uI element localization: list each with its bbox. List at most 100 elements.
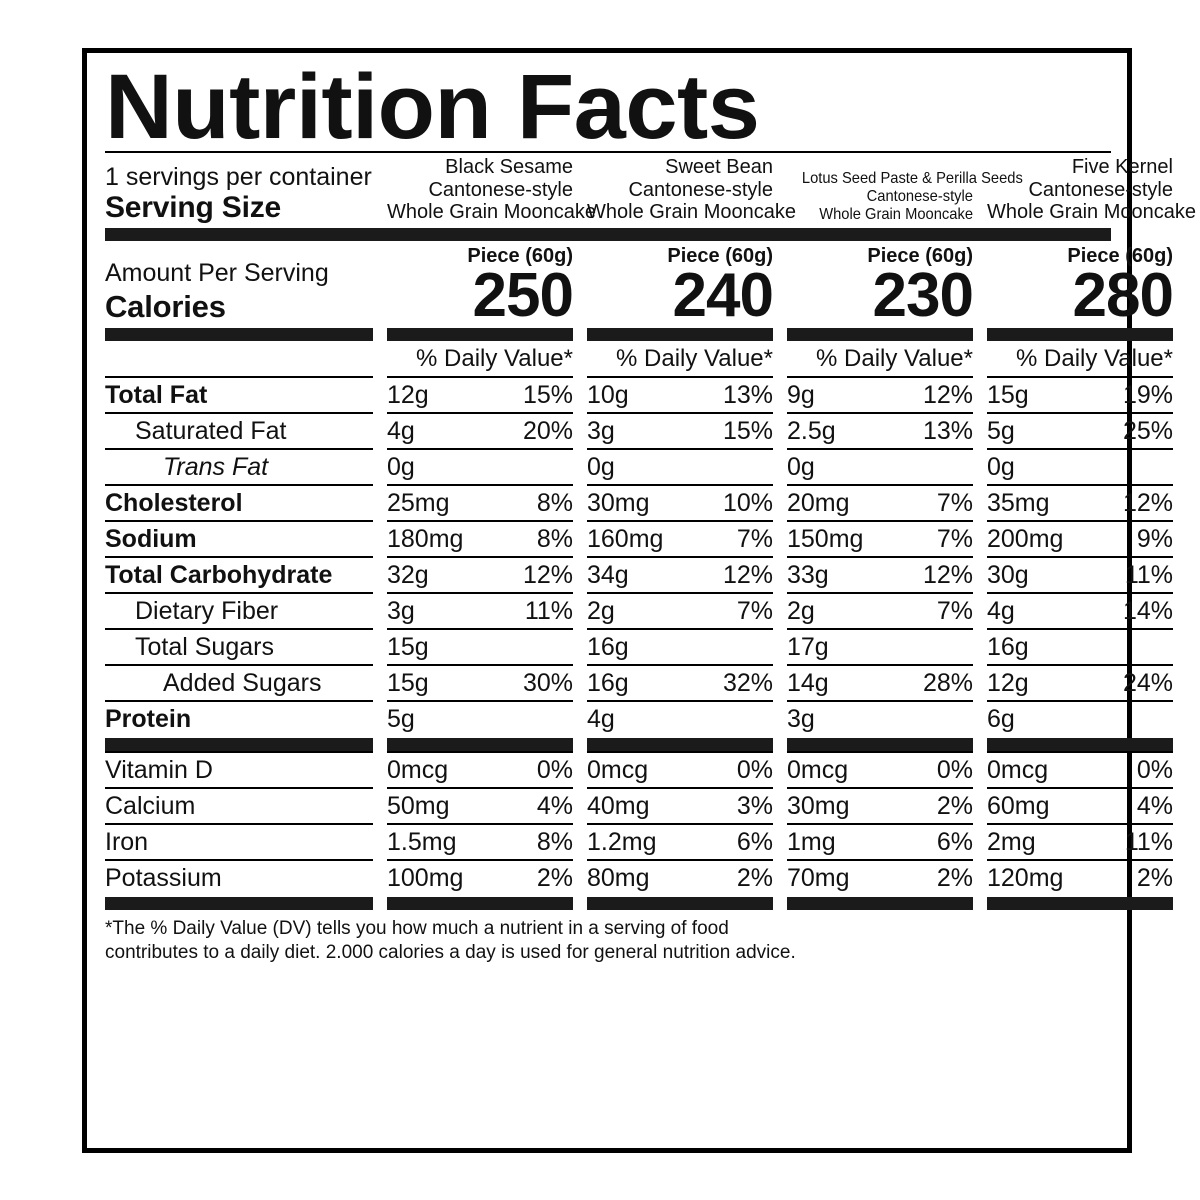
- nutrient-amount: 35mg: [987, 489, 1050, 518]
- column-header-2: Lotus Seed Paste & Perilla Seeds Cantone…: [787, 170, 1023, 224]
- column-gap: [973, 700, 987, 736]
- column-gap: [773, 628, 787, 664]
- nutrient-percent: 2%: [936, 792, 973, 821]
- servings-per-container: 1 servings per container: [105, 162, 372, 191]
- nutrient-percent: 2%: [736, 864, 773, 893]
- nutrient-cell: 0g: [587, 448, 773, 484]
- column-gap: [773, 787, 787, 823]
- nutrient-cell: 15g: [387, 628, 573, 664]
- nutrient-amount: 150mg: [787, 525, 864, 554]
- table-row: Dietary Fiber 3g 11% 2g 7% 2g 7% 4g 14%: [105, 592, 1173, 628]
- nutrient-percent: 2%: [536, 864, 573, 893]
- nutrient-percent: 6%: [936, 828, 973, 857]
- nutrient-amount: 2mg: [987, 828, 1036, 857]
- nutrient-cell: 16g 32%: [587, 664, 773, 700]
- table-row: Protein 5g 4g 3g 6g: [105, 700, 1173, 736]
- nutrient-cell: 30mg 10%: [587, 484, 773, 520]
- nutrient-cell: 40mg 3%: [587, 787, 773, 823]
- column-gap: [973, 751, 987, 787]
- nutrient-name: Trans Fat: [105, 448, 373, 484]
- calories-block: Amount Per Serving Calories Piece (60g) …: [105, 241, 1174, 326]
- serving-size-value: Piece (60g): [667, 245, 773, 268]
- nutrient-percent: 7%: [936, 597, 973, 626]
- nutrient-amount: 33g: [787, 561, 829, 590]
- nutrient-cell: 1.5mg 8%: [387, 823, 573, 859]
- nutrient-name: Saturated Fat: [105, 412, 373, 448]
- nutrient-amount: 0g: [787, 453, 815, 482]
- nutrient-amount: 120mg: [987, 864, 1064, 893]
- nutrient-amount: 70mg: [787, 864, 850, 893]
- column-header-0: Black Sesame Cantonese-style Whole Grain…: [387, 156, 596, 223]
- nutrient-cell: 0mcg 0%: [387, 751, 573, 787]
- daily-value-header: % Daily Value*: [616, 345, 773, 373]
- table-row: Potassium 100mg 2% 80mg 2% 70mg 2% 120mg 2%: [105, 859, 1173, 895]
- nutrient-amount: 6g: [987, 705, 1015, 734]
- nutrient-percent: 0%: [936, 756, 973, 785]
- nutrient-amount: 16g: [587, 669, 629, 698]
- rule-under-title: [105, 151, 1111, 154]
- column-gap: [573, 859, 587, 895]
- nutrient-cell: 3g 11%: [387, 592, 573, 628]
- nutrient-percent: 11%: [524, 597, 573, 626]
- nutrient-cell: 3g 15%: [587, 412, 773, 448]
- variant-flavor: Five Kernel: [1071, 156, 1173, 179]
- column-gap: [973, 823, 987, 859]
- nutrient-amount: 1.5mg: [387, 828, 457, 857]
- nutrient-percent: 30%: [522, 669, 573, 698]
- nutrient-percent: 8%: [536, 525, 573, 554]
- column-gap: [973, 412, 987, 448]
- nutrient-cell: 14g 28%: [787, 664, 973, 700]
- nutrient-amount: 1.2mg: [587, 828, 657, 857]
- column-gap: [773, 412, 787, 448]
- nutrient-cell: 4g 14%: [987, 592, 1173, 628]
- nutrient-amount: 0g: [987, 453, 1015, 482]
- nutrient-cell: 12g 24%: [987, 664, 1173, 700]
- nutrient-name: Calcium: [105, 787, 373, 823]
- calories-left: Amount Per Serving Calories: [105, 260, 373, 326]
- calories-col-3: Piece (60g) 280: [987, 245, 1174, 326]
- column-gap: [373, 751, 387, 787]
- nutrient-cell: 3g: [787, 700, 973, 736]
- rule-under-calories: [105, 328, 1173, 342]
- nutrient-amount: 5g: [387, 705, 415, 734]
- nutrient-amount: 14g: [787, 669, 829, 698]
- nutrient-cell: 33g 12%: [787, 556, 973, 592]
- column-gap: [973, 448, 987, 484]
- daily-value-header: % Daily Value*: [416, 345, 573, 373]
- nutrient-amount: 160mg: [587, 525, 664, 554]
- table-row: Total Carbohydrate 32g 12% 34g 12% 33g 12% 30g 1…: [105, 556, 1173, 592]
- column-gap: [373, 823, 387, 859]
- nutrient-amount: 9g: [787, 381, 815, 410]
- nutrient-percent: 15%: [722, 417, 773, 446]
- nutrient-cell: 50mg 4%: [387, 787, 573, 823]
- nutrient-percent: 32%: [722, 669, 773, 698]
- nutrient-cell: 1.2mg 6%: [587, 823, 773, 859]
- nutrient-amount: 15g: [987, 381, 1029, 410]
- nutrient-cell: 34g 12%: [587, 556, 773, 592]
- column-gap: [373, 628, 387, 664]
- calories-label: Calories: [105, 288, 226, 324]
- nutrient-cell: 2mg 11%: [987, 823, 1173, 859]
- nutrient-cell: 0mcg 0%: [587, 751, 773, 787]
- nutrient-amount: 4g: [987, 597, 1015, 626]
- nutrient-name: Potassium: [105, 859, 373, 895]
- nutrient-percent: 12%: [722, 561, 773, 590]
- nutrient-cell: 20mg 7%: [787, 484, 973, 520]
- nutrient-percent: 4%: [1136, 792, 1173, 821]
- nutrient-percent: 11%: [1124, 828, 1173, 857]
- nutrient-cell: 0g: [387, 448, 573, 484]
- column-gap: [973, 376, 987, 412]
- nutrient-percent: 19%: [1122, 381, 1173, 410]
- nutrient-cell: 17g: [787, 628, 973, 664]
- column-gap: [373, 448, 387, 484]
- variant-flavor: Sweet Bean: [665, 156, 773, 179]
- column-gap: [973, 859, 987, 895]
- column-gap: [973, 592, 987, 628]
- nutrient-name: Cholesterol: [105, 484, 373, 520]
- nutrient-cell: 4g: [587, 700, 773, 736]
- nutrient-cell: 0g: [987, 448, 1173, 484]
- nutrient-amount: 10g: [587, 381, 629, 410]
- column-gap: [373, 412, 387, 448]
- nutrient-cell: 200mg 9%: [987, 520, 1173, 556]
- nutrient-cell: 70mg 2%: [787, 859, 973, 895]
